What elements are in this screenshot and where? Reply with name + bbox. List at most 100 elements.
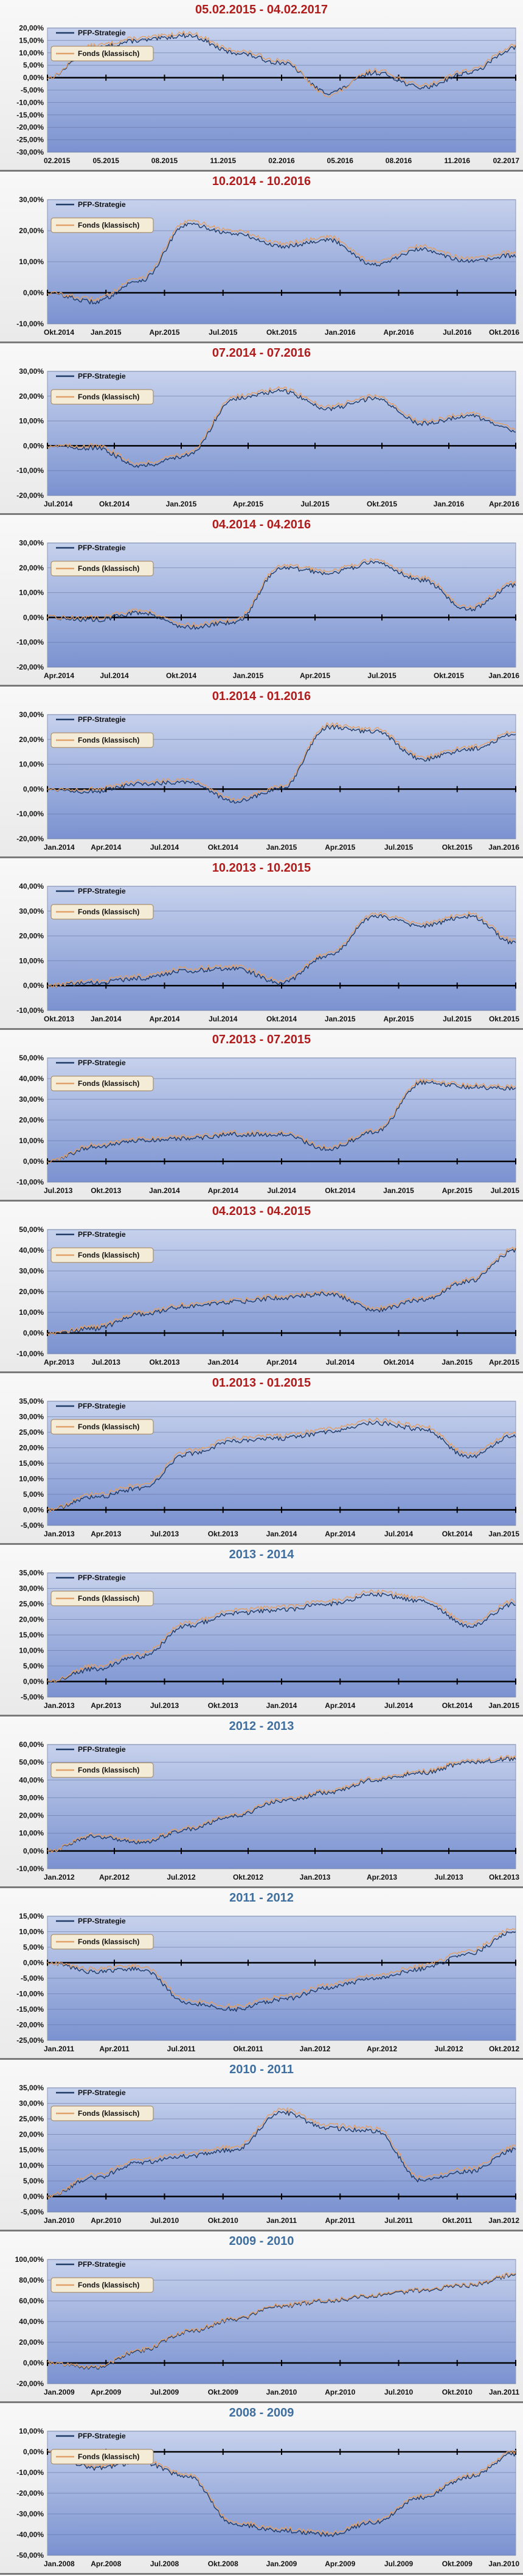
y-tick-label: 0,00% [23,74,44,82]
series-line-pfp-strategie [47,724,516,804]
x-tick-label: Jan.2015 [488,1701,519,1710]
y-tick-label: -20,00% [16,491,44,500]
y-tick-label: 30,00% [19,1793,44,1802]
y-tick-label: 5,00% [23,1943,44,1951]
y-tick-label: 30,00% [19,367,44,376]
series-line-pfp-strategie [47,388,516,468]
y-tick-label: 10,00% [19,417,44,425]
chart-svg: 30,00%20,00%10,00%0,00%-10,00%-20,00%Jan… [16,710,519,852]
x-tick-label: Apr.2016 [489,500,519,508]
x-tick-label: Jan.2016 [488,843,519,852]
chart-svg: 40,00%30,00%20,00%10,00%0,00%-10,00%Okt.… [16,882,519,1023]
y-tick-label: 10,00% [19,1928,44,1936]
x-tick-label: Okt.2012 [233,1873,263,1881]
x-tick-label: Jan.2009 [266,2560,297,2568]
y-tick-label: 40,00% [19,1776,44,1784]
chart-title: 2010 - 2011 [229,2063,294,2076]
legend-box-fund [50,217,154,233]
y-tick-label: 30,00% [19,1095,44,1104]
x-tick-label: Okt.2016 [489,328,519,337]
legend: PFP-Strategie Fonds (klassisch) [50,2260,154,2293]
y-tick-label: 25,00% [19,1600,44,1608]
chart-panel: 05.02.2015 - 04.02.2017 20,00% 15,00% 10,00… [0,0,523,172]
x-tick-label: Apr.2014 [91,843,121,852]
x-tick-label: Jan.2014 [149,1186,180,1195]
x-tick-label: Jan.2015 [166,500,197,508]
x-tick-label: Jan.2016 [325,328,356,337]
chart-panel: 2008 - 2009 10,00% 0,00% -10,00% -20,00% -30,… [0,2403,523,2575]
chart-svg: 30,00% 20,00% 10,00% 0,00% -10,00%Okt.2014 Ja… [16,195,519,337]
x-tick-label: Okt.2014 [208,843,238,852]
x-tick-label: Jan.2012 [44,1873,75,1881]
legend-label-pfp: PFP-Strategie [78,715,126,724]
series-line-fonds [47,30,516,98]
series-line-pfp-strategie [47,1421,516,1513]
legend-label-pfp: PFP-Strategie [78,2088,126,2097]
y-tick-label: -10,00% [16,1178,44,1186]
chart-svg: 50,00% 40,00% 30,00% 20,00% 10,00% 0,00% -10,0… [16,1054,519,1195]
y-tick-label: 30,00% [19,907,44,915]
y-tick-label: 10,00% [19,1829,44,1838]
x-tick-label: Jul.2013 [44,1186,73,1195]
chart-title: 04.2013 - 04.2015 [212,1205,311,1218]
y-tick-label: 35,00% [19,1397,44,1405]
x-tick-label: Apr.2014 [208,1186,238,1195]
x-tick-label: Apr.2015 [300,671,330,680]
x-tick-label: Jul.2013 [434,1873,463,1881]
y-tick-label: 10,00% [19,2161,44,2170]
chart-title: 07.2013 - 07.2015 [212,1033,311,1046]
y-tick-label: -10,00% [16,810,44,818]
x-tick-label: Okt.2011 [442,2216,473,2225]
x-tick-label: Jan.2015 [383,1186,414,1195]
x-tick-label: Jan.2013 [300,1873,331,1881]
legend: PFP-Strategie Fonds (klassisch) [50,1402,154,1435]
y-tick-label: 0,00% [23,1506,44,1514]
chart-panel: 2013 - 2014 35,00% 30,00% 25,00% 20,00% 15,00… [0,1545,523,1717]
y-tick-label: 0,00% [23,981,44,990]
chart-title: 07.2014 - 07.2016 [212,346,311,360]
x-tick-label: Apr.2013 [44,1358,74,1367]
legend-box-fund [50,904,154,920]
series-line-fonds [47,2272,516,2369]
x-tick-label: Jul.2015 [443,1015,472,1023]
legend-label-fund: Fonds (klassisch) [78,736,139,744]
y-tick-label: 0,00% [23,613,44,621]
y-tick-label: 10,00% [19,1475,44,1483]
series-line-fonds [47,1928,516,2009]
y-tick-label: -10,00% [16,1990,44,1998]
x-tick-label: Apr.2008 [91,2560,121,2568]
legend-label-pfp: PFP-Strategie [78,1917,126,1925]
x-tick-label: Okt.2008 [208,2560,238,2568]
y-tick-label: 10,00% [19,760,44,769]
legend-label-pfp: PFP-Strategie [78,544,126,552]
chart-svg: 35,00% 30,00% 25,00% 20,00% 15,00% 10,00% 5,00… [19,1397,519,1538]
legend: PFP-Strategie Fonds (klassisch) [50,1059,154,1091]
y-tick-label: 20,00% [19,564,44,572]
x-tick-label: Okt.2014 [266,1015,297,1023]
y-tick-label: 10,00% [19,589,44,597]
y-tick-label: 5,00% [23,61,44,69]
legend: PFP-Strategie Fonds (klassisch) [50,2432,154,2465]
x-tick-label: Jul.2014 [100,671,129,680]
x-tick-label: Jul.2014 [44,500,73,508]
y-tick-label: 20,00% [19,226,44,235]
x-tick-label: Jul.2014 [384,1530,414,1538]
y-tick-label: 20,00% [19,932,44,940]
y-tick-label: 20,00% [19,1811,44,1820]
y-tick-label: -15,00% [16,111,44,119]
series-line-pfp-strategie [47,914,516,989]
legend-box-fund [50,1762,154,1778]
x-tick-label: Okt.2009 [208,2388,238,2396]
chart-panel: 10.2013 - 10.2015 40,00% 30,00% 20,00% 10,00… [0,858,523,1030]
x-tick-label: Apr.2013 [91,1701,121,1710]
x-tick-label: Jul.2014 [384,1701,414,1710]
chart-title: 2008 - 2009 [229,2406,294,2420]
chart-svg: 60,00% 50,00% 40,00% 30,00% 20,00% 10,00% 0,00… [16,1740,519,1881]
y-tick-label: 0,00% [23,1959,44,1967]
chart-svg: 30,00%20,00%10,00%0,00%-10,00%-20,00%Jul… [16,367,519,508]
legend: PFP-Strategie Fonds (klassisch) [50,372,154,405]
series-line-pfp-strategie [47,1756,516,1853]
y-tick-label: 0,00% [23,2448,44,2456]
y-tick-label: -10,00% [16,2468,44,2477]
x-tick-label: Jul.2009 [150,2388,179,2396]
